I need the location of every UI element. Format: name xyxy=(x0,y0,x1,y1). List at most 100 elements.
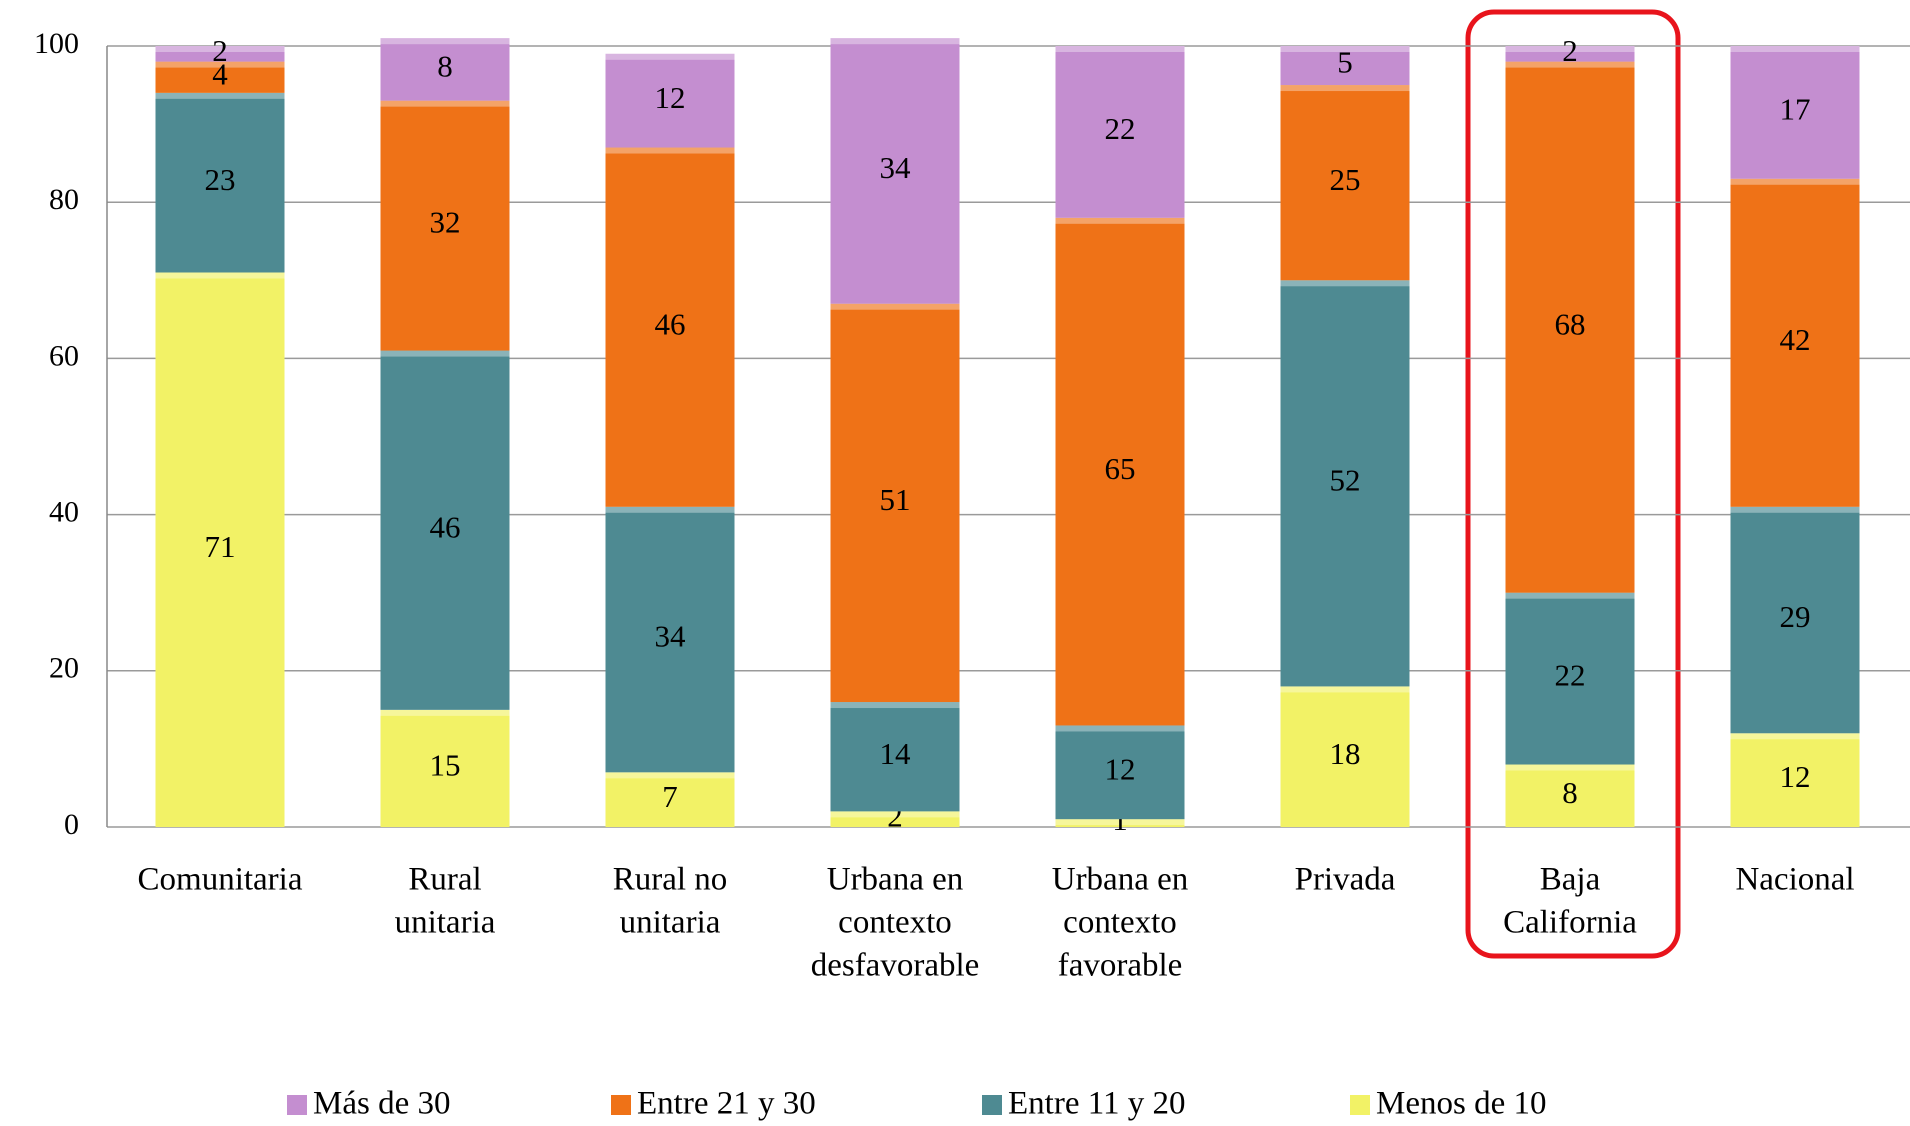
y-tick-label: 40 xyxy=(49,495,79,528)
bar-segment xyxy=(155,61,285,93)
bar-highlight xyxy=(1730,178,1860,185)
legend-swatch xyxy=(1350,1095,1370,1115)
x-tick-label: Rural xyxy=(408,862,481,898)
bar-highlight xyxy=(1505,46,1635,52)
bar-segment xyxy=(155,92,285,273)
bar-segment xyxy=(1505,61,1635,593)
legend-label: Entre 11 y 20 xyxy=(1008,1086,1186,1122)
bar-segment xyxy=(605,506,735,773)
bar-segment xyxy=(1055,725,1185,820)
data-label: 46 xyxy=(655,306,686,341)
bar-segment xyxy=(1730,733,1860,827)
x-tick-label: Baja xyxy=(1540,862,1601,898)
bar-highlight xyxy=(1280,280,1410,287)
bar-highlight xyxy=(155,61,285,68)
bar-segment xyxy=(1730,178,1860,507)
bar-highlight xyxy=(380,350,510,357)
data-label: 7 xyxy=(662,779,678,814)
y-tick-label: 20 xyxy=(49,652,79,685)
bar-highlight xyxy=(1505,61,1635,68)
bar-segment xyxy=(830,303,960,703)
x-tick-label: Nacional xyxy=(1735,862,1854,898)
data-label: 22 xyxy=(1555,658,1586,693)
x-tick-label: unitaria xyxy=(395,905,496,941)
bar-segment xyxy=(380,38,510,101)
x-tick-label: contexto xyxy=(1063,905,1177,941)
bar-highlight xyxy=(1730,733,1860,740)
data-label: 12 xyxy=(655,80,686,115)
bar-segment xyxy=(155,272,285,827)
legend-swatch xyxy=(982,1095,1002,1115)
bar-segment xyxy=(380,350,510,710)
data-label: 14 xyxy=(880,736,912,771)
bar-segment xyxy=(1505,764,1635,827)
x-tick-label: California xyxy=(1503,905,1637,941)
bar-highlight xyxy=(605,53,735,60)
bar-highlight xyxy=(605,506,735,513)
bar-highlight xyxy=(155,92,285,99)
bar-highlight xyxy=(380,38,510,45)
bar-highlight xyxy=(1505,592,1635,599)
bar-segment xyxy=(830,702,960,812)
legend-swatch xyxy=(287,1095,307,1115)
data-label: 5 xyxy=(1337,45,1353,80)
bar-segment xyxy=(1280,46,1410,86)
bar-highlight xyxy=(1055,46,1185,52)
bar-segment xyxy=(605,772,735,827)
bar-segment xyxy=(155,46,285,62)
x-tick-label: Privada xyxy=(1295,862,1396,898)
y-tick-label: 80 xyxy=(49,183,79,216)
bar-highlight xyxy=(380,100,510,107)
bar-segment xyxy=(605,147,735,507)
bar-highlight xyxy=(1280,686,1410,693)
bar-highlight xyxy=(830,811,960,818)
x-tick-label: Comunitaria xyxy=(138,862,303,898)
bar-highlight xyxy=(605,147,735,154)
bar-highlight xyxy=(1730,506,1860,513)
data-label: 29 xyxy=(1780,599,1811,634)
data-label: 68 xyxy=(1555,306,1586,341)
bar-segment xyxy=(1055,217,1185,726)
data-label: 34 xyxy=(655,619,687,654)
bar-segment xyxy=(1280,686,1410,827)
data-label: 4 xyxy=(212,56,228,91)
bar-highlight xyxy=(830,303,960,310)
bar-highlight xyxy=(1505,764,1635,771)
bar-highlight xyxy=(1730,46,1860,52)
data-label: 32 xyxy=(430,205,461,240)
legend-label: Más de 30 xyxy=(313,1086,450,1122)
data-label: 71 xyxy=(205,529,236,564)
x-tick-label: Urbana en xyxy=(1052,862,1189,898)
bar-segment xyxy=(380,709,510,827)
bar-highlight xyxy=(1055,819,1185,826)
x-tick-label: contexto xyxy=(838,905,952,941)
data-label: 65 xyxy=(1105,451,1136,486)
bar-highlight xyxy=(155,46,285,52)
y-tick-label: 60 xyxy=(49,339,79,372)
data-label: 23 xyxy=(205,162,236,197)
y-tick-label: 100 xyxy=(34,27,79,60)
bar-highlight xyxy=(380,709,510,716)
x-tick-label: Urbana en xyxy=(827,862,964,898)
data-label: 42 xyxy=(1780,322,1811,357)
data-label: 22 xyxy=(1105,111,1136,146)
legend-label: Entre 21 y 30 xyxy=(637,1086,816,1122)
highlight-box xyxy=(1465,9,1681,959)
bar-highlight xyxy=(830,702,960,709)
data-label: 51 xyxy=(880,482,911,517)
bar-highlight xyxy=(1055,725,1185,732)
bar-segment xyxy=(1280,85,1410,281)
data-label: 8 xyxy=(1562,775,1578,810)
bar-segment xyxy=(830,811,960,827)
data-label: 2 xyxy=(1562,33,1578,68)
data-label: 46 xyxy=(430,509,461,544)
x-tick-label: Rural no xyxy=(613,862,728,898)
x-tick-label: desfavorable xyxy=(811,948,980,984)
data-label: 17 xyxy=(1780,91,1811,126)
bar-segment xyxy=(1055,819,1185,827)
bar-highlight xyxy=(830,38,960,45)
y-tick-label: 0 xyxy=(64,808,79,841)
data-label: 25 xyxy=(1330,162,1361,197)
x-tick-label: favorable xyxy=(1058,948,1183,984)
